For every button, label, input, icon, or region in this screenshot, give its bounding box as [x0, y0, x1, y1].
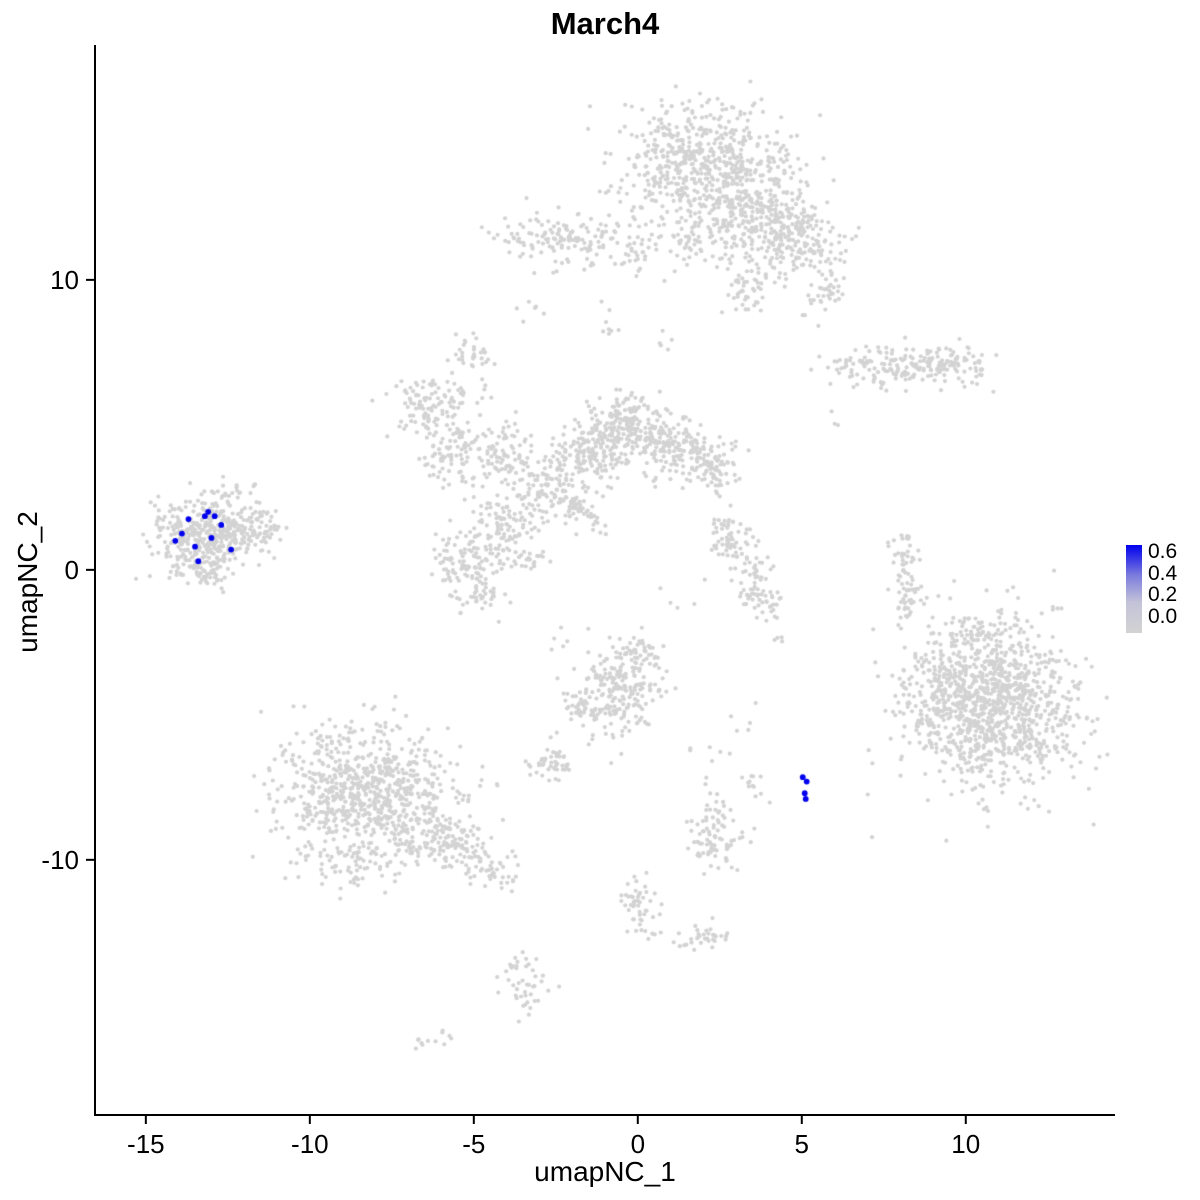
x-axis-label: umapNC_1: [534, 1156, 676, 1187]
x-tick-label: 5: [795, 1129, 809, 1159]
x-tick-label: 10: [951, 1129, 980, 1159]
x-tick-label: 0: [631, 1129, 645, 1159]
x-tick-label: -10: [291, 1129, 329, 1159]
x-tick-label: -15: [127, 1129, 165, 1159]
y-tick-label: 10: [50, 265, 79, 295]
y-axis-label: umapNC_2: [12, 511, 43, 653]
y-tick-label: -10: [41, 845, 79, 875]
y-tick-label: 0: [65, 555, 79, 585]
x-tick-label: -5: [462, 1129, 485, 1159]
